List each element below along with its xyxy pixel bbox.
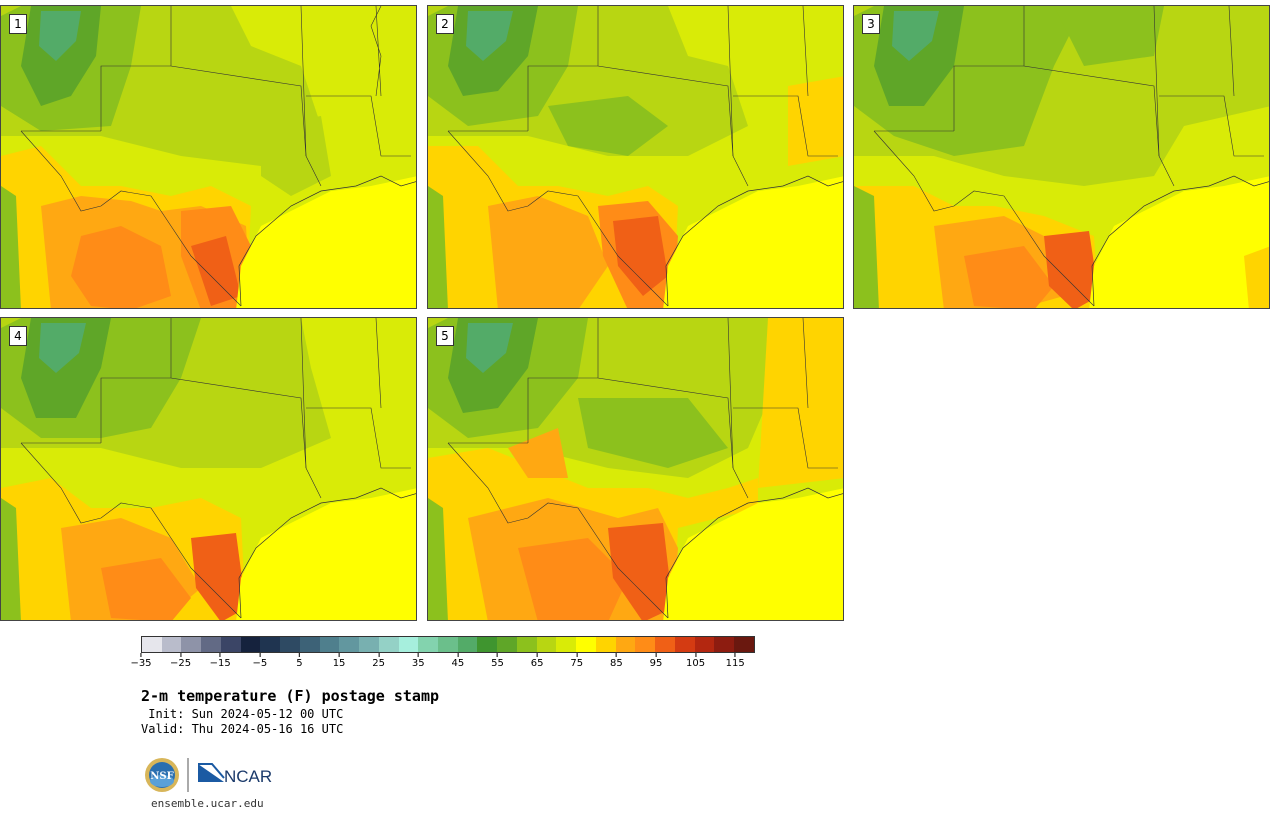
colorbar-segment <box>477 637 498 652</box>
svg-text:NCAR: NCAR <box>224 767 272 786</box>
colorbar-segment <box>260 637 281 652</box>
ncar-logo-icon: NCAR <box>198 763 272 786</box>
colorbar-segment <box>378 637 399 652</box>
init-time: Init: Sun 2024-05-12 00 UTC <box>141 707 344 721</box>
colorbar-segment <box>398 637 419 652</box>
colorbar-tick-label: 25 <box>372 653 385 669</box>
colorbar-tick-labels: −35 −25 −15 −5 5 15 25 35 45 55 65 75 85 95 105 115 <box>130 653 755 673</box>
colorbar-segment <box>299 637 320 652</box>
colorbar-tick-label: 15 <box>333 653 346 669</box>
colorbar-tick-label: 105 <box>686 653 705 669</box>
colorbar-segment <box>516 637 537 652</box>
colorbar-segment <box>576 637 596 652</box>
nsf-seal-icon: NSF <box>145 758 179 792</box>
colorbar-segment <box>595 637 616 652</box>
colorbar-tick-label: 5 <box>296 653 302 669</box>
colorbar-tick-label: −5 <box>252 653 267 669</box>
colorbar-segment <box>615 637 636 652</box>
colorbar-segment <box>418 637 439 652</box>
source-url: ensemble.ucar.edu <box>151 797 264 810</box>
colorbar-segment <box>201 637 221 652</box>
member-panel-2: 2 <box>427 5 844 309</box>
colorbar-tick-label: 65 <box>531 653 544 669</box>
colorbar-segment <box>240 637 261 652</box>
member-panel-3: 3 <box>853 5 1270 309</box>
colorbar-segment <box>319 637 340 652</box>
colorbar-segment <box>536 637 557 652</box>
temperature-map-4 <box>1 318 416 620</box>
colorbar-segment <box>674 637 695 652</box>
colorbar-tick-label: −25 <box>170 653 191 669</box>
colorbar-segment <box>359 637 379 652</box>
colorbar-tick-label: 35 <box>412 653 425 669</box>
member-number-label: 5 <box>436 326 454 346</box>
temperature-map-1 <box>1 6 416 308</box>
member-number-label: 3 <box>862 14 880 34</box>
temperature-map-3 <box>854 6 1269 308</box>
colorbar-segment <box>220 637 241 652</box>
colorbar-segment <box>734 637 754 652</box>
valid-time: Valid: Thu 2024-05-16 16 UTC <box>141 722 344 736</box>
colorbar-segment <box>694 637 715 652</box>
colorbar-segment <box>714 637 735 652</box>
colorbar-tick-label: 95 <box>650 653 663 669</box>
colorbar-tick-label: 115 <box>726 653 745 669</box>
colorbar-tick-label: 75 <box>570 653 583 669</box>
member-panel-1: 1 <box>0 5 417 309</box>
colorbar-segment <box>280 637 300 652</box>
colorbar-segment <box>142 637 162 652</box>
member-number-label: 4 <box>9 326 27 346</box>
colorbar-segment <box>181 637 202 652</box>
colorbar-segment <box>339 637 360 652</box>
member-panel-4: 4 <box>0 317 417 621</box>
colorbar-segment <box>438 637 458 652</box>
chart-title: 2-m temperature (F) postage stamp <box>141 687 440 705</box>
colorbar-tick-label: −35 <box>130 653 151 669</box>
colorbar-tick-label: 45 <box>452 653 465 669</box>
member-number-label: 1 <box>9 14 27 34</box>
member-number-label: 2 <box>436 14 454 34</box>
colorbar-segment <box>556 637 577 652</box>
colorbar-tick-label: −15 <box>210 653 231 669</box>
colorbar-tick-label: 85 <box>610 653 623 669</box>
nsf-ncar-logo: NSF NCAR <box>145 758 272 792</box>
member-panel-5: 5 <box>427 317 844 621</box>
svg-text:NSF: NSF <box>150 771 173 782</box>
temperature-colorbar <box>141 636 755 653</box>
colorbar-tick-label: 55 <box>491 653 504 669</box>
colorbar-segment <box>635 637 656 652</box>
temperature-map-2 <box>428 6 843 308</box>
colorbar-segment <box>457 637 478 652</box>
colorbar-segment <box>161 637 182 652</box>
colorbar-segment <box>655 637 675 652</box>
temperature-map-5 <box>428 318 843 620</box>
colorbar-segment <box>497 637 517 652</box>
